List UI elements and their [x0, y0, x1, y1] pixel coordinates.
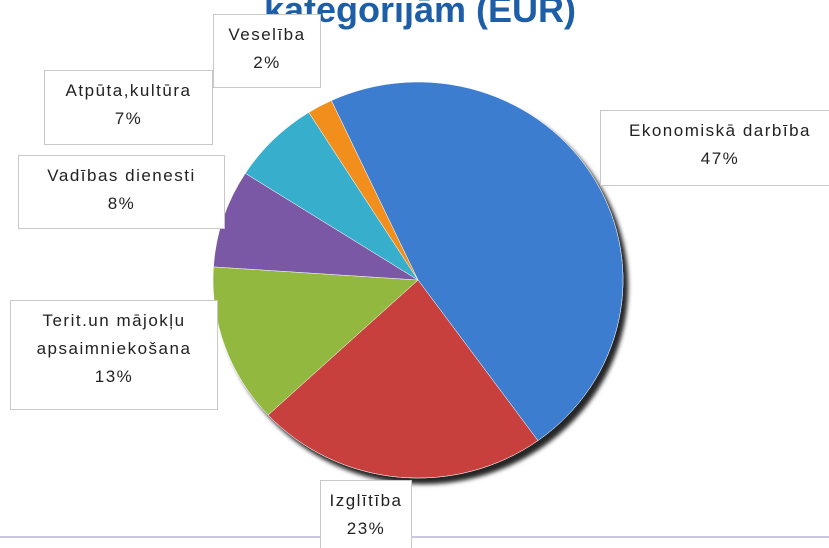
slice-name: Terit.un mājokļu apsaimniekošana: [36, 311, 192, 358]
pie-slice: [331, 81, 624, 441]
slice-value: 2%: [253, 53, 281, 72]
slice-label: Terit.un mājokļu apsaimniekošana 13%: [10, 300, 218, 410]
pie-slice: [308, 100, 419, 281]
slice-label: Veselība 2%: [213, 14, 321, 88]
slice-value: 47%: [700, 149, 740, 168]
pie: [212, 81, 624, 479]
slice-label: Atpūta,kultūra 7%: [44, 70, 213, 145]
pie-slice: [212, 266, 419, 416]
slice-value: 23%: [346, 519, 386, 538]
slice-value: 13%: [94, 367, 134, 386]
slice-name: Ekonomiskā darbība: [629, 121, 811, 140]
slice-value: 7%: [114, 109, 143, 128]
slice-label: Izglītība 23%: [320, 480, 412, 548]
slice-name: Vadības dienesti: [47, 166, 196, 185]
slice-name: Izglītība: [329, 491, 403, 510]
slice-label: Vadības dienesti 8%: [18, 155, 225, 229]
slice-label: Ekonomiskā darbība 47%: [600, 110, 829, 186]
slice-value: 8%: [107, 194, 136, 213]
pie-slice: [267, 279, 539, 479]
slice-name: Atpūta,kultūra: [65, 81, 192, 100]
slice-name: Veselība: [228, 25, 306, 44]
